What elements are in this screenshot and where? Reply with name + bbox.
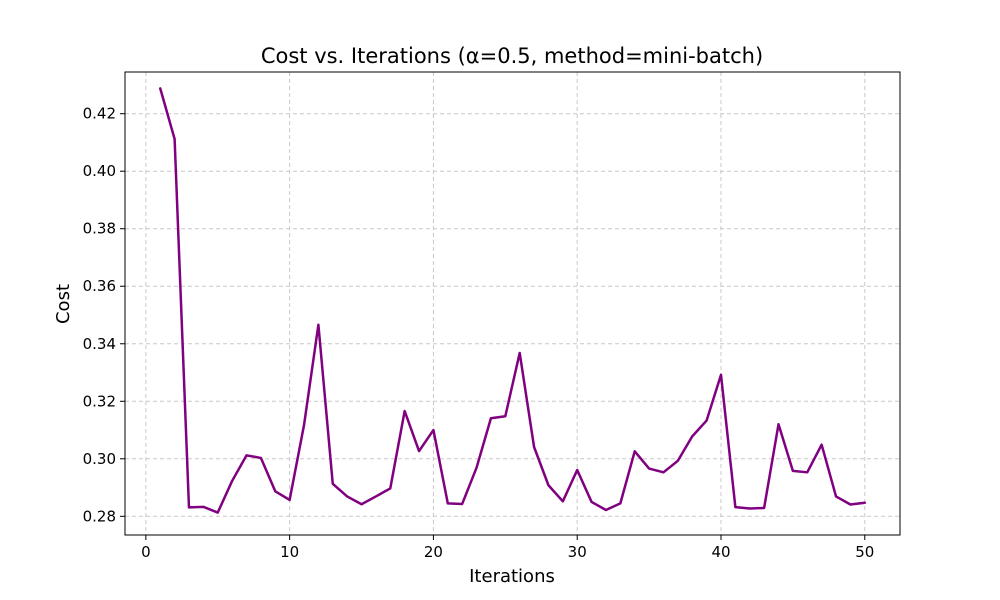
- y-tick-label: 0.34: [83, 335, 116, 353]
- x-tick-label: 20: [424, 543, 443, 561]
- x-tick-label: 0: [141, 543, 151, 561]
- x-tick-label: 30: [568, 543, 587, 561]
- y-tick-label: 0.40: [83, 162, 116, 180]
- x-tick-label: 50: [855, 543, 874, 561]
- x-tick-label: 40: [711, 543, 730, 561]
- grid: [125, 72, 900, 535]
- chart-title: Cost vs. Iterations (α=0.5, method=mini-…: [261, 44, 763, 68]
- x-axis-ticks: 0 10 20 30 40 50: [141, 535, 874, 561]
- y-tick-label: 0.38: [83, 220, 116, 238]
- x-axis-label: Iterations: [469, 566, 555, 587]
- y-tick-label: 0.32: [83, 392, 116, 410]
- y-tick-label: 0.28: [83, 507, 116, 525]
- cost-series-line: [158, 87, 867, 514]
- plot-area-frame: [124, 71, 901, 536]
- y-axis-ticks: 0.28 0.30 0.32 0.34 0.36 0.38 0.40 0.42: [83, 105, 125, 525]
- y-tick-label: 0.36: [83, 277, 116, 295]
- x-tick-label: 10: [280, 543, 299, 561]
- series-layer: [158, 87, 867, 514]
- y-tick-label: 0.42: [83, 105, 116, 123]
- y-tick-label: 0.30: [83, 450, 116, 468]
- y-axis-label: Cost: [53, 284, 74, 324]
